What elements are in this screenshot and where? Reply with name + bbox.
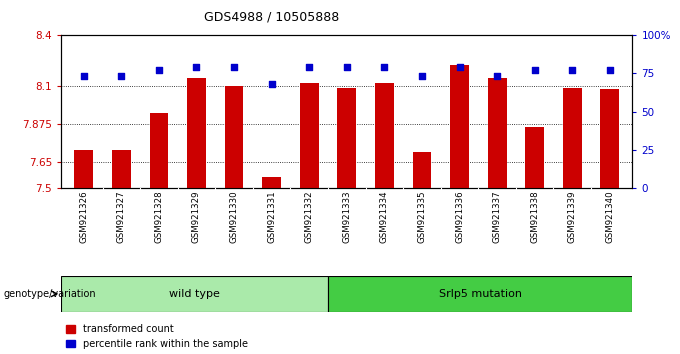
Point xyxy=(154,68,165,73)
Point xyxy=(266,81,277,87)
Point xyxy=(379,64,390,70)
Point xyxy=(191,64,202,70)
Text: GSM921327: GSM921327 xyxy=(117,190,126,243)
Bar xyxy=(563,88,581,188)
Bar xyxy=(300,83,319,188)
Text: GSM921335: GSM921335 xyxy=(418,190,426,243)
Bar xyxy=(525,127,544,188)
Text: Srlp5 mutation: Srlp5 mutation xyxy=(439,289,522,299)
Point xyxy=(341,64,352,70)
Text: GSM921326: GSM921326 xyxy=(80,190,88,243)
Bar xyxy=(488,78,507,188)
Text: GSM921333: GSM921333 xyxy=(342,190,352,243)
Text: genotype/variation: genotype/variation xyxy=(3,289,96,299)
Point xyxy=(228,64,239,70)
Bar xyxy=(328,276,632,312)
Point xyxy=(116,74,126,79)
Bar xyxy=(112,150,131,188)
Text: GSM921330: GSM921330 xyxy=(230,190,239,243)
Text: GSM921338: GSM921338 xyxy=(530,190,539,243)
Text: GSM921329: GSM921329 xyxy=(192,190,201,243)
Bar xyxy=(74,150,93,188)
Bar xyxy=(413,152,431,188)
Text: GSM921336: GSM921336 xyxy=(455,190,464,243)
Point xyxy=(454,64,465,70)
Point xyxy=(304,64,315,70)
Point xyxy=(78,74,89,79)
Text: GSM921340: GSM921340 xyxy=(605,190,614,243)
Point xyxy=(567,68,578,73)
Text: GSM921331: GSM921331 xyxy=(267,190,276,243)
Bar xyxy=(262,177,281,188)
Bar xyxy=(150,113,168,188)
Text: wild type: wild type xyxy=(169,289,220,299)
Legend: transformed count, percentile rank within the sample: transformed count, percentile rank withi… xyxy=(66,324,248,349)
Bar xyxy=(224,86,243,188)
Text: GSM921337: GSM921337 xyxy=(492,190,502,243)
Bar xyxy=(337,88,356,188)
Bar xyxy=(450,65,469,188)
Point xyxy=(529,68,540,73)
Bar xyxy=(187,78,206,188)
Text: GSM921339: GSM921339 xyxy=(568,190,577,243)
Text: GSM921328: GSM921328 xyxy=(154,190,163,243)
Text: GSM921332: GSM921332 xyxy=(305,190,313,243)
Point xyxy=(417,74,428,79)
Text: GSM921334: GSM921334 xyxy=(380,190,389,243)
Bar xyxy=(600,89,619,188)
Text: GDS4988 / 10505888: GDS4988 / 10505888 xyxy=(205,11,339,24)
Bar xyxy=(375,83,394,188)
Point xyxy=(605,68,615,73)
Point xyxy=(492,74,503,79)
Bar xyxy=(61,276,328,312)
